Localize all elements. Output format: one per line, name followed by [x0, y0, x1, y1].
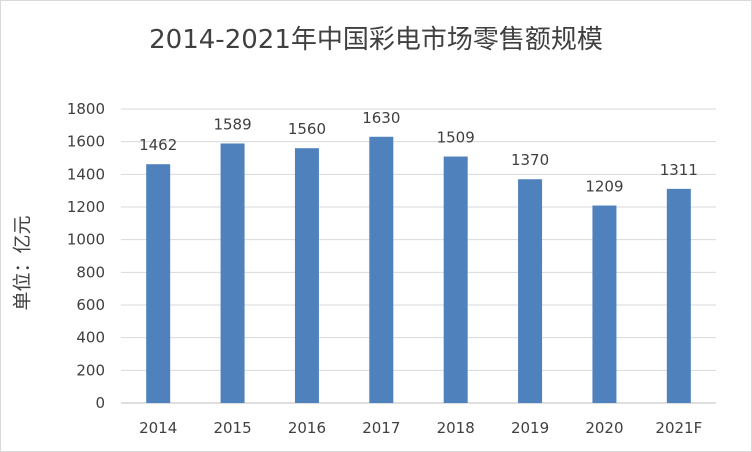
data-label: 1370 [511, 151, 549, 169]
data-label: 1509 [437, 129, 475, 147]
x-tick-label: 2017 [362, 419, 400, 437]
x-tick-label: 2015 [213, 419, 251, 437]
x-tick-label: 2018 [437, 419, 475, 437]
y-tick-label: 1600 [67, 133, 105, 151]
y-tick-label: 1800 [67, 100, 105, 118]
data-label: 1311 [660, 161, 698, 179]
y-tick-label: 1000 [67, 231, 105, 249]
bar [592, 205, 617, 403]
y-tick-label: 600 [76, 296, 105, 314]
bar [369, 136, 394, 403]
data-label: 1462 [139, 136, 177, 154]
x-tick-label: 2016 [288, 419, 326, 437]
x-tick-label: 2021F [655, 419, 702, 437]
bar [146, 164, 171, 403]
bar [294, 148, 319, 403]
x-tick-label: 2020 [585, 419, 623, 437]
bar [443, 156, 468, 403]
x-tick-label: 2019 [511, 419, 549, 437]
x-tick-label: 2014 [139, 419, 177, 437]
bar [518, 179, 543, 403]
data-label: 1209 [585, 178, 623, 196]
chart-title: 2014-2021年中国彩电市场零售额规模 [149, 25, 603, 55]
y-tick-label: 200 [76, 361, 105, 379]
y-tick-label: 800 [76, 263, 105, 281]
y-tick-label: 400 [76, 329, 105, 347]
y-tick-label: 1400 [67, 165, 105, 183]
bar [220, 143, 245, 404]
y-tick-label: 0 [95, 394, 105, 412]
data-label: 1560 [288, 120, 326, 138]
y-tick-label: 1200 [67, 198, 105, 216]
data-label: 1630 [362, 109, 400, 127]
bar [666, 188, 691, 403]
data-label: 1589 [213, 115, 251, 133]
